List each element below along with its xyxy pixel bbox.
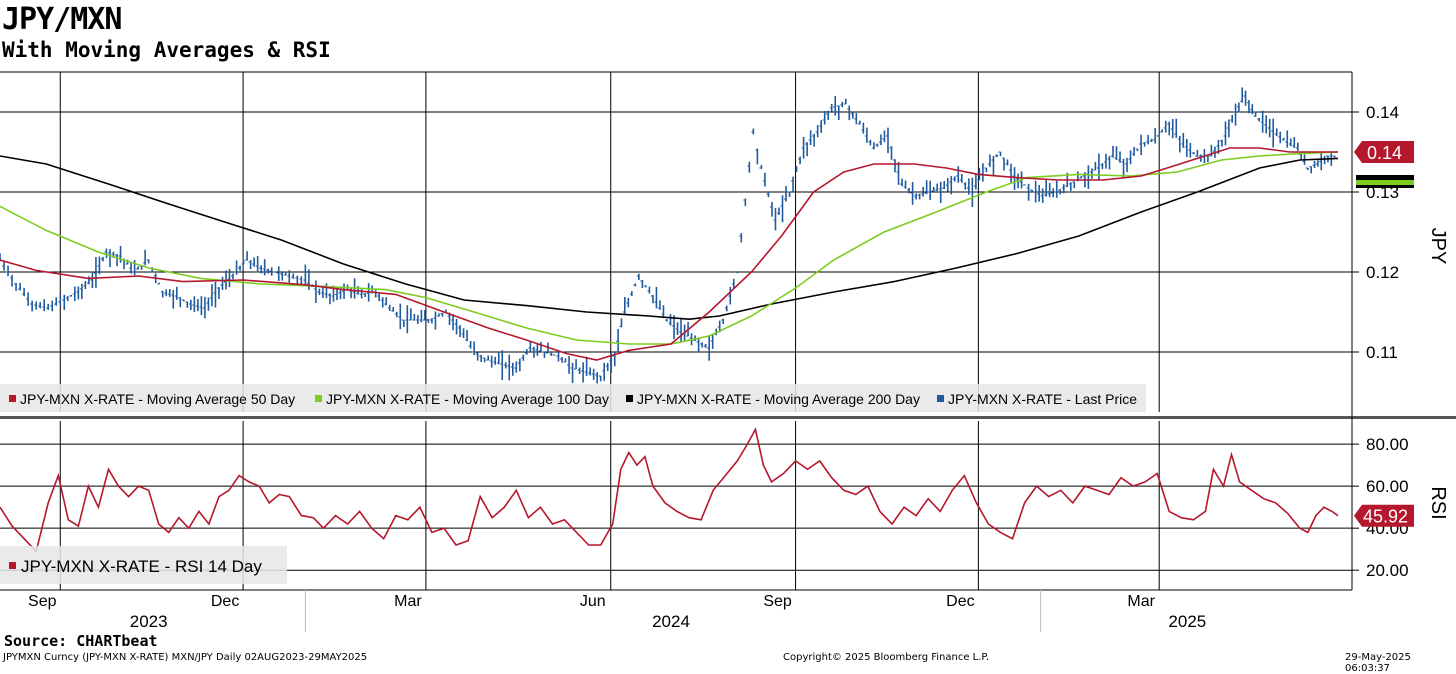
legends: JPY-MXN X-RATE - Moving Average 50 Day JP… xyxy=(0,384,1146,584)
legend-swatch-rsi xyxy=(9,562,16,569)
rsi-axis-label: RSI xyxy=(1427,486,1449,519)
rsi-ytick-label: 80.00 xyxy=(1366,435,1409,454)
price-ytick-label: 0.12 xyxy=(1366,263,1399,282)
legend-label-ma200: JPY-MXN X-RATE - Moving Average 200 Day xyxy=(637,391,920,407)
legend-swatch-ma200 xyxy=(626,395,633,402)
price-value-text: 0.14 xyxy=(1367,143,1402,163)
footer-copyright: Copyright© 2025 Bloomberg Finance L.P. xyxy=(783,652,990,663)
rsi-last-value-label: 45.92 xyxy=(1354,504,1414,527)
x-tick-label: Mar xyxy=(1127,593,1155,610)
rsi-value-text: 45.92 xyxy=(1363,507,1408,527)
rsi-value-flag xyxy=(1354,504,1414,527)
x-tick-label: Sep xyxy=(763,593,792,610)
x-tick-label: Jun xyxy=(580,593,606,610)
line-ma50 xyxy=(0,147,1338,361)
legend-label-ma50: JPY-MXN X-RATE - Moving Average 50 Day xyxy=(20,391,295,407)
x-tick-label: Sep xyxy=(28,593,57,610)
legend-label-price: JPY-MXN X-RATE - Last Price xyxy=(948,391,1137,407)
line-rsi xyxy=(0,427,1339,553)
chart-title: JPY/MXN xyxy=(2,2,122,37)
x-tick-label: Dec xyxy=(211,593,239,610)
x-tick-label: Mar xyxy=(394,593,422,610)
price-last-value-label: 0.14 xyxy=(1354,141,1414,163)
price-ytick-label: 0.14 xyxy=(1366,103,1399,122)
x-year-label: 2023 xyxy=(130,612,168,631)
legend-label-ma100: JPY-MXN X-RATE - Moving Average 100 Day xyxy=(326,391,609,407)
footer-left: JPYMXN Curncy (JPY-MXN X-RATE) MXN/JPY D… xyxy=(3,652,368,663)
price-value-flag xyxy=(1354,141,1414,163)
price-axis-label: JPY xyxy=(1427,228,1449,265)
legend-swatch-ma50 xyxy=(9,395,16,402)
x-year-label: 2024 xyxy=(652,612,690,631)
line-ma200 xyxy=(0,155,1339,321)
rsi-ytick-label: 60.00 xyxy=(1366,477,1409,496)
chart-subtitle: With Moving Averages & RSI xyxy=(2,38,331,62)
footer-timestamp: 29-May-2025 06:03:37 xyxy=(1345,652,1411,674)
x-tick-label: Dec xyxy=(946,593,974,610)
legend-swatch-price xyxy=(937,395,944,402)
rsi-ytick-label: 20.00 xyxy=(1366,561,1409,580)
legend-swatch-ma100 xyxy=(315,395,322,402)
x-year-label: 2025 xyxy=(1168,612,1206,631)
price-bars xyxy=(0,87,1336,384)
legend-label-rsi: JPY-MXN X-RATE - RSI 14 Day xyxy=(21,557,262,576)
source-label: Source: CHARTbeat xyxy=(4,632,158,650)
price-ytick-label: 0.11 xyxy=(1366,343,1398,362)
line-ma100 xyxy=(0,151,1339,345)
rsi-legend-box xyxy=(0,546,287,584)
price-legend-box xyxy=(0,384,1146,412)
last-value-marker-ma100 xyxy=(1356,180,1414,185)
x-axis: Sep Dec Mar Jun Sep Dec Mar 2023 2024 2025 xyxy=(28,590,1206,632)
